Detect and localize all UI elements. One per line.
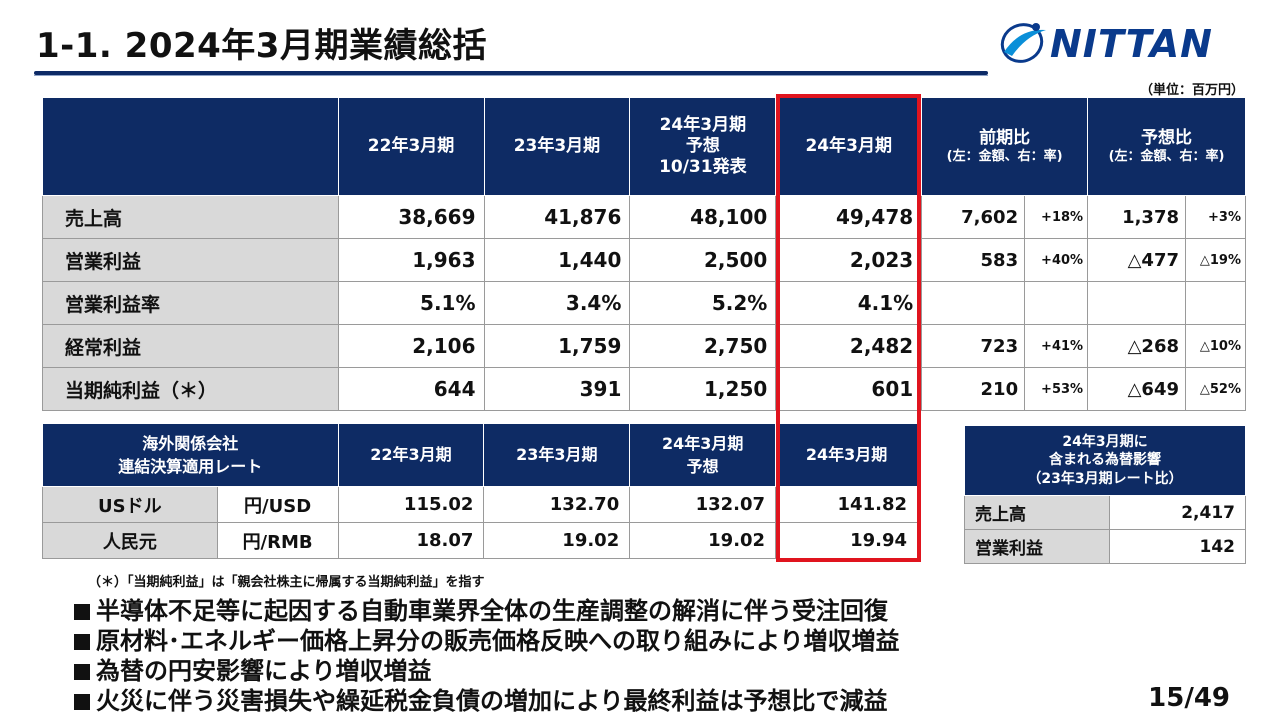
logo-wordmark: NITTAN [1050,22,1213,66]
logo-swoosh-icon [1000,23,1046,63]
title-underline [34,71,988,75]
table-row: 売上高 2,417 [963,495,1246,530]
square-bullet-icon [74,604,90,620]
fx-header-fy23: 23年3月期 [483,423,631,487]
row-label: 営業利益率 [42,281,339,325]
fx-header-row: 海外関係会社 連結決算適用レート 22年3月期 23年3月期 24年3月期 予想… [42,423,918,487]
currency-label: 人民元 [42,522,218,559]
footnote: （＊）「当期純利益」は「親会社株主に帰属する当期純利益」を指す [88,575,485,590]
list-item: 火災に伴う災害損失や繰延税金負債の増加により最終利益は予想比で減益 [74,686,900,716]
company-logo: NITTAN [998,18,1260,68]
square-bullet-icon [74,634,90,650]
table-row: 営業利益率 5.1% 3.4% 5.2% 4.1% [42,281,1246,325]
fx-rate-table: 海外関係会社 連結決算適用レート 22年3月期 23年3月期 24年3月期 予想… [42,423,918,559]
summary-bullets: 半導体不足等に起因する自動車業界全体の生産調整の解消に伴う受注回復 原材料･エネ… [74,596,900,716]
table-row: USドル 円/USD 115.02 132.70 132.07 141.82 [42,486,918,523]
row-label: 当期純利益（＊） [42,367,339,411]
impact-header: 24年3月期に 含まれる為替影響 （23年3月期レート比） [964,425,1246,496]
fx-header-fy22: 22年3月期 [337,423,485,487]
list-item: 為替の円安影響により増収増益 [74,656,900,686]
table-row: 経常利益 2,106 1,759 2,750 2,482 723 +41% △2… [42,324,1246,368]
header-fy23: 23年3月期 [483,97,631,196]
currency-unit: 円/RMB [216,522,339,559]
square-bullet-icon [74,664,90,680]
table-row: 営業利益 1,963 1,440 2,500 2,023 583 +40% △4… [42,238,1246,282]
table-row: 当期純利益（＊） 644 391 1,250 601 210 +53% △649… [42,367,1246,411]
currency-unit: 円/USD [216,486,339,523]
currency-label: USドル [42,486,218,523]
impact-header-row: 24年3月期に 含まれる為替影響 （23年3月期レート比） [964,425,1246,496]
list-item: 原材料･エネルギー価格上昇分の販売価格反映への取り組みにより増収増益 [74,626,900,656]
row-label: 売上高 [42,195,339,239]
fx-header-fy24: 24年3月期 [775,423,918,487]
unit-note: （単位：百万円） [1139,83,1244,98]
row-label: 経常利益 [42,324,339,368]
results-table: 22年3月期 23年3月期 24年3月期 予想 10/31発表 24年3月期 前… [42,97,1246,411]
header-yoy: 前期比 (左：金額、右：率) [921,97,1089,196]
row-label: 営業利益 [42,238,339,282]
table-row: 売上高 38,669 41,876 48,100 49,478 7,602 +1… [42,195,1246,239]
fx-impact-table: 24年3月期に 含まれる為替影響 （23年3月期レート比） 売上高 2,417 … [963,425,1246,564]
page-title: 1-1. 2024年3月期業績総括 [36,26,487,66]
square-bullet-icon [74,694,90,710]
results-header-row: 22年3月期 23年3月期 24年3月期 予想 10/31発表 24年3月期 前… [42,97,1246,196]
fx-header-label: 海外関係会社 連結決算適用レート [42,423,339,487]
table-row: 人民元 円/RMB 18.07 19.02 19.02 19.94 [42,522,918,559]
header-fy22: 22年3月期 [337,97,485,196]
fy24-highlight-frame [776,94,921,562]
title-underline-thin [34,75,988,76]
page-number: 15/49 [1148,683,1230,713]
header-vs-forecast: 予想比 (左：金額、右：率) [1087,97,1246,196]
fx-header-fy24-forecast: 24年3月期 予想 [629,423,777,487]
table-row: 営業利益 142 [963,529,1246,564]
header-blank [42,97,339,196]
header-fy24-forecast: 24年3月期 予想 10/31発表 [629,97,777,196]
list-item: 半導体不足等に起因する自動車業界全体の生産調整の解消に伴う受注回復 [74,596,900,626]
